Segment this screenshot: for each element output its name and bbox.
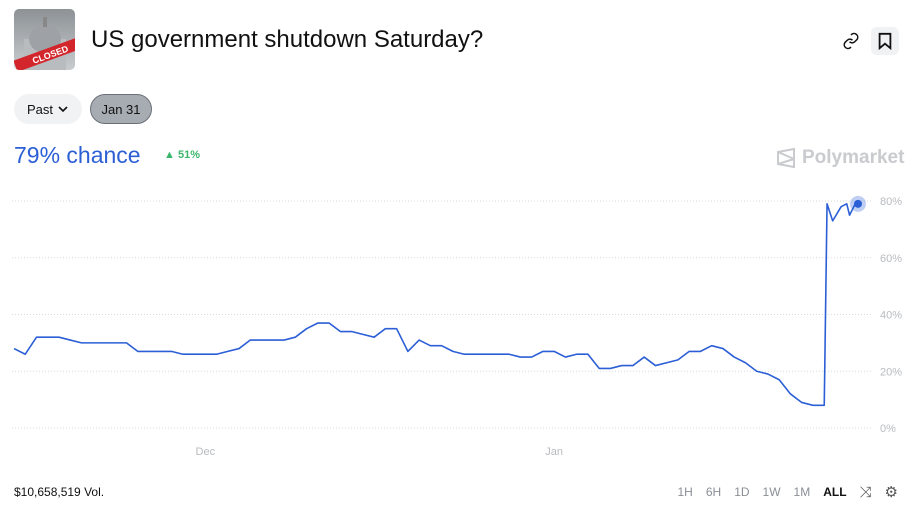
bookmark-icon — [878, 32, 892, 50]
range-1m[interactable]: 1M — [793, 485, 811, 499]
polymarket-logo-icon — [777, 147, 795, 169]
volume: $10,658,519 Vol. — [14, 485, 105, 499]
time-range-selector: 1H 6H 1D 1W 1M ALL ⤨ ⚙ — [677, 483, 899, 502]
y-tick-label: 20% — [880, 366, 902, 378]
bookmark-button[interactable] — [871, 27, 899, 55]
range-all[interactable]: ALL — [823, 485, 847, 499]
range-1w[interactable]: 1W — [762, 485, 781, 499]
x-tick-label: Dec — [196, 446, 216, 458]
settings-icon[interactable]: ⚙ — [884, 484, 898, 501]
y-tick-label: 40% — [880, 310, 902, 322]
past-label: Past — [26, 101, 53, 117]
range-1d[interactable]: 1D — [734, 485, 750, 499]
delta-value: 51% — [177, 149, 200, 161]
copy-link-button[interactable] — [837, 27, 865, 55]
link-icon — [843, 32, 859, 50]
y-tick-label: 80% — [880, 196, 902, 208]
chance-delta: ▲ 51% — [164, 149, 200, 161]
current-point — [854, 199, 862, 208]
past-dropdown[interactable]: Past — [14, 94, 82, 124]
price-line — [13, 203, 858, 407]
chance-value: 79% chance — [14, 142, 141, 168]
y-tick-label: 0% — [880, 423, 896, 435]
range-1h[interactable]: 1H — [677, 485, 693, 499]
x-tick-label: Jan — [545, 446, 563, 458]
triangle-up-icon: ▲ — [164, 149, 175, 161]
page-title: US government shutdown Saturday? — [91, 26, 484, 53]
range-6h[interactable]: 6H — [705, 485, 722, 499]
market-thumbnail: CLOSED — [14, 9, 75, 70]
polymarket-logo: Polymarket — [776, 147, 904, 169]
date-chip-selected[interactable]: Jan 31 — [90, 94, 152, 124]
brand-name: Polymarket — [802, 147, 905, 168]
shuffle-icon[interactable]: ⤨ — [859, 483, 872, 501]
y-tick-label: 60% — [880, 253, 902, 265]
chevron-down-icon — [58, 106, 68, 113]
price-chart[interactable]: 0% 20% 40% 60% 80% Dec Jan — [0, 180, 910, 470]
